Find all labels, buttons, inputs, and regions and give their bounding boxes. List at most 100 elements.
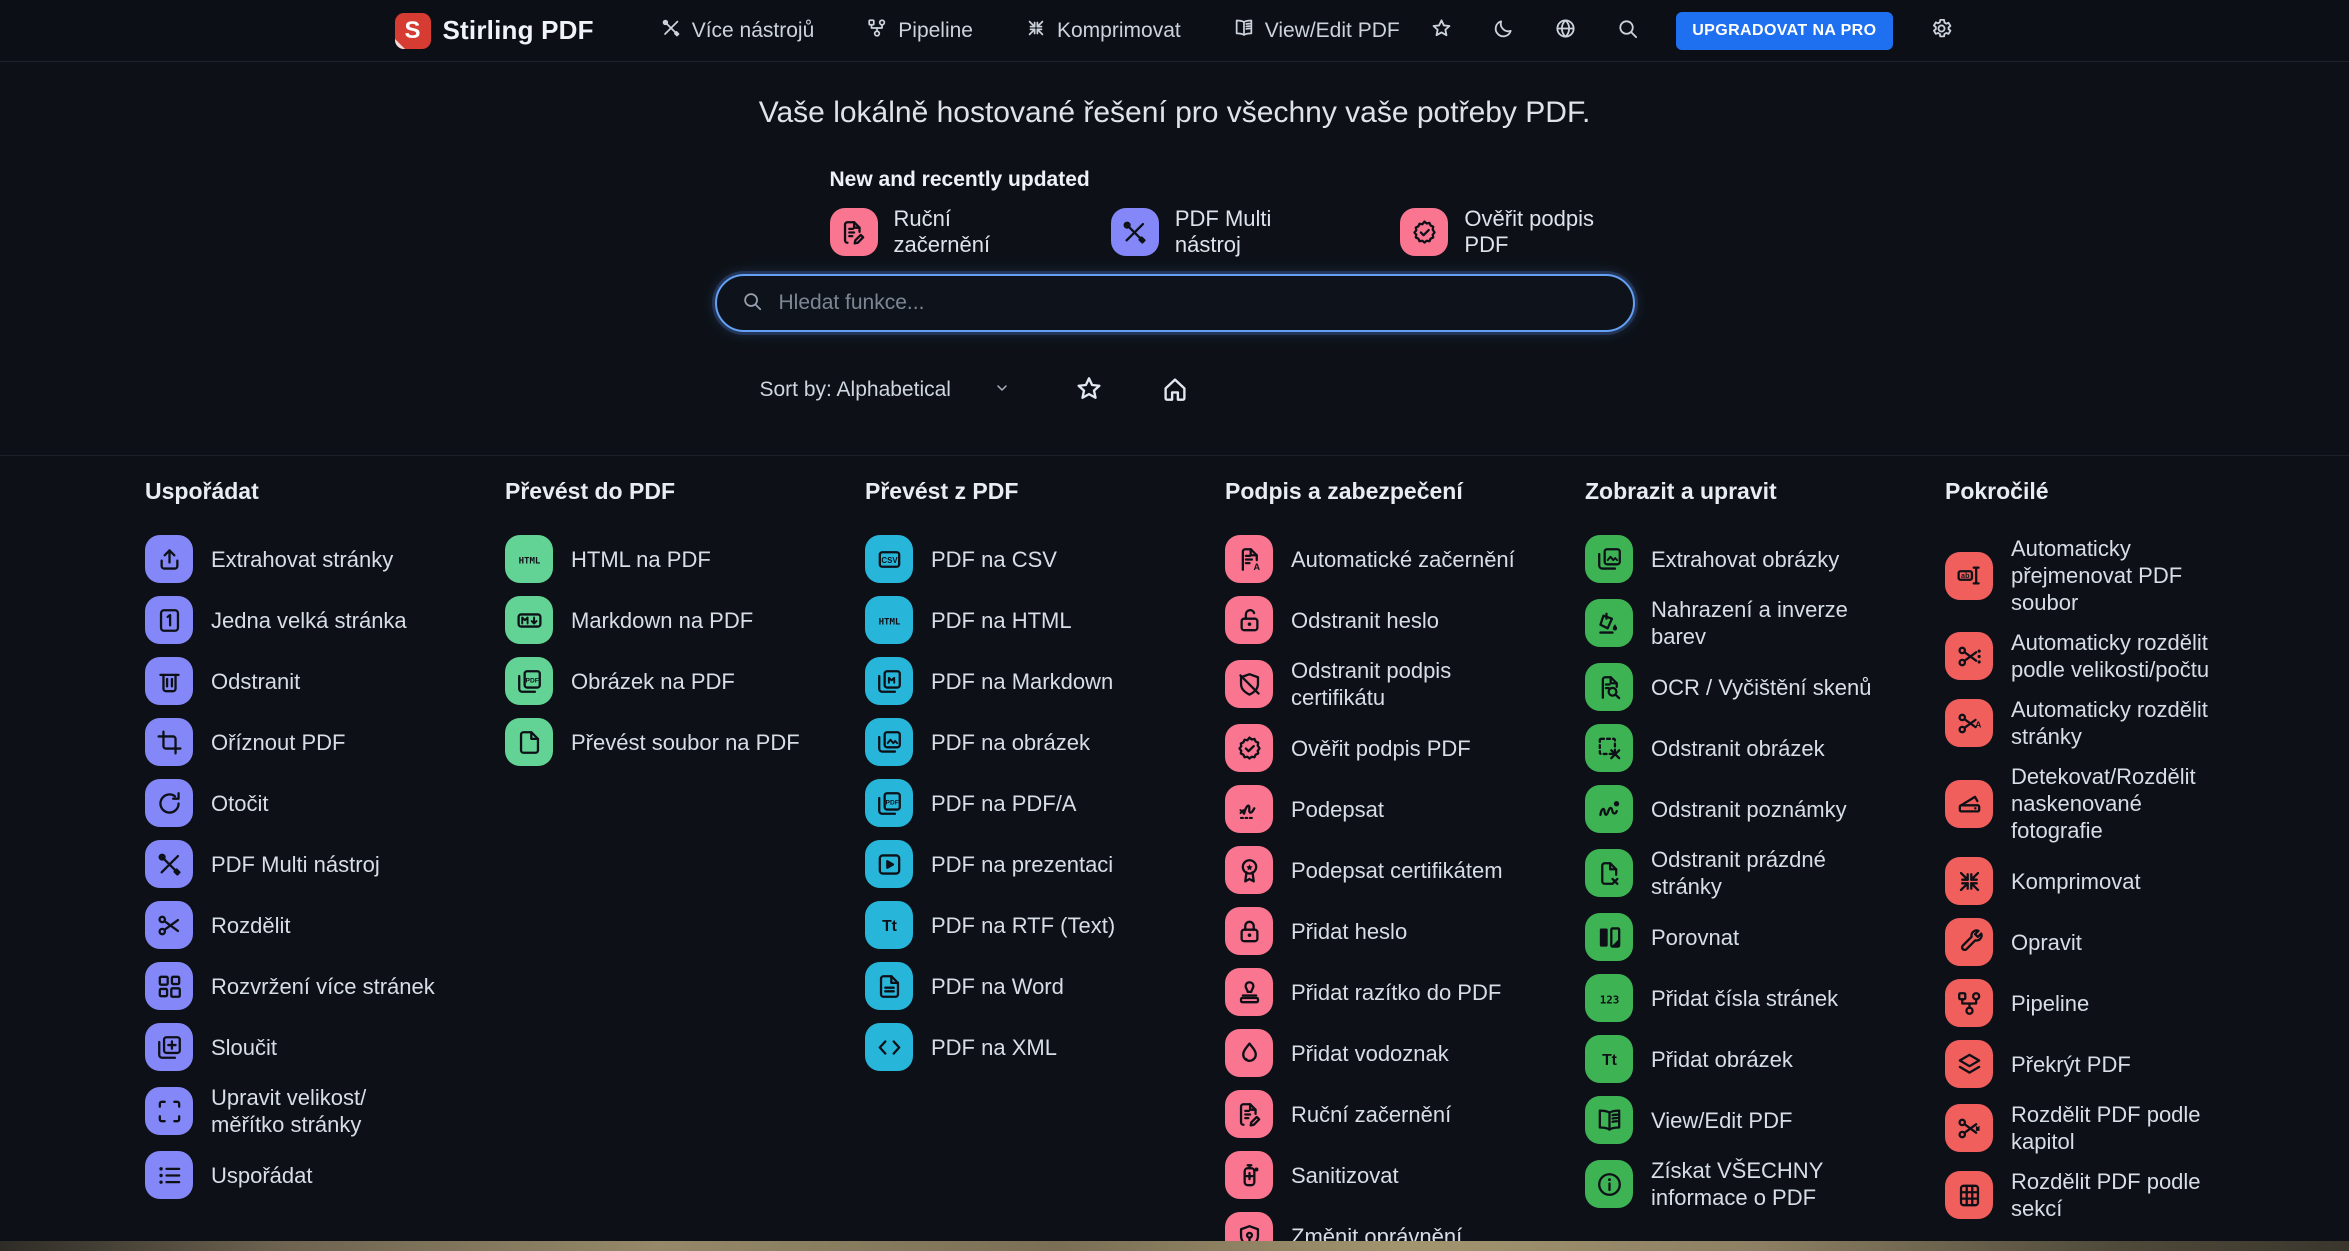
tool-item-odstranit-poznamky[interactable]: Odstranit poznámky — [1585, 785, 1945, 833]
language-button[interactable] — [1552, 18, 1578, 44]
tool-item-automaticky-rozdelit-stranky[interactable]: A Automaticky rozdělit stránky — [1945, 696, 2309, 750]
tool-item-automaticky-rozdelit-podle-velikosti-poctu[interactable]: Automaticky rozdělit podle velikosti/poč… — [1945, 629, 2309, 683]
tool-item-pridat-heslo[interactable]: Přidat heslo — [1225, 907, 1585, 955]
unlock-icon — [1225, 596, 1273, 644]
tool-item-markdown-na-pdf[interactable]: Markdown na PDF — [505, 596, 865, 644]
tool-item-odstranit-obrazek[interactable]: Odstranit obrázek — [1585, 724, 1945, 772]
tool-item-label: HTML na PDF — [571, 546, 711, 572]
tool-item-pipeline[interactable]: Pipeline — [1945, 979, 2309, 1027]
nav-item-komprimovat[interactable]: Komprimovat — [1025, 17, 1181, 45]
tool-item-pridat-razitko-do-pdf[interactable]: Přidat razítko do PDF — [1225, 968, 1585, 1016]
tool-item-sloucit[interactable]: Sloučit — [145, 1023, 505, 1071]
multi-layout-icon — [145, 962, 193, 1010]
extract-pages-icon — [145, 535, 193, 583]
tool-item-pdf-na-word[interactable]: PDF na Word — [865, 962, 1225, 1010]
new-item-overit-podpis-pdf[interactable]: Ověřit podpis PDF — [1400, 206, 1634, 258]
stamp-icon — [1225, 968, 1273, 1016]
tool-item-sanitizovat[interactable]: Sanitizovat — [1225, 1151, 1585, 1199]
tool-item-otocit[interactable]: Otočit — [145, 779, 505, 827]
tool-item-pdf-na-xml[interactable]: PDF na XML — [865, 1023, 1225, 1071]
tool-item-porovnat[interactable]: Porovnat — [1585, 913, 1945, 961]
tool-item-automaticky-prejmenovat-pdf-soubor[interactable]: ab Automaticky přejmenovat PDF soubor — [1945, 535, 2309, 616]
tool-item-pridat-vodoznak[interactable]: Přidat vodoznak — [1225, 1029, 1585, 1077]
tool-item-podepsat-certifikatem[interactable]: Podepsat certifikátem — [1225, 846, 1585, 894]
tool-item-pdf-na-obrazek[interactable]: PDF na obrázek — [865, 718, 1225, 766]
tool-column-usporadat: Uspořádat Extrahovat stránky Jedna velká s… — [145, 478, 505, 1241]
badge-check-icon — [1225, 724, 1273, 772]
tool-item-rozdelit-pdf-podle-kapitol[interactable]: Rozdělit PDF podle kapitol — [1945, 1101, 2309, 1155]
theme-toggle-button[interactable] — [1490, 18, 1516, 44]
moon-icon — [1492, 17, 1515, 45]
tool-item-pdf-na-html[interactable]: HTML PDF na HTML — [865, 596, 1225, 644]
tool-item-overit-podpis-pdf[interactable]: Ověřit podpis PDF — [1225, 724, 1585, 772]
tool-item-ziskat-vsechny-informace-o-pdf[interactable]: Získat VŠECHNY informace o PDF — [1585, 1157, 1945, 1211]
tool-item-oriznout-pdf[interactable]: Oříznout PDF — [145, 718, 505, 766]
tool-item-automaticke-zacerneni[interactable]: A Automatické začernění — [1225, 535, 1585, 583]
settings-button[interactable] — [1929, 18, 1955, 44]
signature-icon — [1225, 785, 1273, 833]
tool-item-komprimovat[interactable]: Komprimovat — [1945, 857, 2309, 905]
tool-item-pdf-na-prezentaci[interactable]: PDF na prezentaci — [865, 840, 1225, 888]
nav-item-vice-nastroju[interactable]: Více nástrojů — [660, 17, 814, 45]
rename-icon: ab — [1945, 551, 1993, 600]
tool-item-odstranit-heslo[interactable]: Odstranit heslo — [1225, 596, 1585, 644]
home-button[interactable] — [1160, 374, 1192, 406]
shield-off-icon — [1225, 660, 1273, 708]
compress-icon — [1945, 857, 1993, 905]
ocr-icon — [1585, 663, 1633, 711]
tool-item-odstranit[interactable]: Odstranit — [145, 657, 505, 705]
tool-item-prekryt-pdf[interactable]: Překrýt PDF — [1945, 1040, 2309, 1088]
search-button[interactable] — [1614, 18, 1640, 44]
tool-item-jedna-velka-stranka[interactable]: Jedna velká stránka — [145, 596, 505, 644]
favorites-button[interactable] — [1428, 18, 1454, 44]
search-input[interactable] — [778, 291, 1609, 315]
tool-item-pdf-na-markdown[interactable]: PDF na Markdown — [865, 657, 1225, 705]
sort-select[interactable]: Sort by: Alphabetical — [760, 378, 1010, 402]
new-updated-items: Ruční začernění PDF Multi nástroj Ověřit p… — [829, 206, 1635, 258]
tool-item-extrahovat-obrazky[interactable]: Extrahovat obrázky — [1585, 535, 1945, 583]
tool-item-html-na-pdf[interactable]: HTML HTML na PDF — [505, 535, 865, 583]
upgrade-pro-button[interactable]: UPGRADOVAT NA PRO — [1676, 11, 1893, 50]
split-dotted-icon — [1945, 632, 1993, 680]
tool-item-rozdelit[interactable]: Rozdělit — [145, 901, 505, 949]
droplet-icon — [1225, 1029, 1273, 1077]
tool-item-label: Podepsat — [1291, 796, 1384, 822]
tool-item-podepsat[interactable]: Podepsat — [1225, 785, 1585, 833]
tool-item-upravit-velikost-meritko-stranky[interactable]: Upravit velikost/ měřítko stránky — [145, 1084, 505, 1138]
new-item-label: Ruční začernění — [893, 206, 991, 257]
single-page-icon — [145, 596, 193, 644]
tool-item-odstranit-podpis-certifikatu[interactable]: Odstranit podpis certifikátu — [1225, 657, 1585, 711]
tool-item-usporadat[interactable]: Uspořádat — [145, 1151, 505, 1199]
tool-item-opravit[interactable]: Opravit — [1945, 918, 2309, 966]
tool-item-view-edit-pdf[interactable]: View/Edit PDF — [1585, 1096, 1945, 1144]
tool-item-odstranit-prazdne-stranky[interactable]: Odstranit prázdné stránky — [1585, 846, 1945, 900]
tool-item-extrahovat-stranky[interactable]: Extrahovat stránky — [145, 535, 505, 583]
tool-item-pdf-na-pdf-a[interactable]: PDF PDF na PDF/A — [865, 779, 1225, 827]
new-item-rucni-zacerneni[interactable]: Ruční začernění — [829, 206, 1045, 258]
tool-item-label: Nahrazení a inverze barev — [1651, 597, 1848, 649]
tool-item-nahrazeni-a-inverze-barev[interactable]: Nahrazení a inverze barev — [1585, 596, 1945, 650]
tool-item-zmenit-opravneni[interactable]: Změnit oprávnění — [1225, 1212, 1585, 1241]
tool-item-ocr-vycisteni-skenu[interactable]: OCR / Vyčištění skenů — [1585, 663, 1945, 711]
tool-item-pdf-multi-nastroj[interactable]: PDF Multi nástroj — [145, 840, 505, 888]
brand-logo[interactable]: S Stirling PDF — [394, 12, 594, 49]
tool-item-rucni-zacerneni[interactable]: Ruční začernění — [1225, 1090, 1585, 1138]
nav-item-pipeline[interactable]: Pipeline — [866, 17, 973, 45]
tool-item-rozvrzeni-vice-stranek[interactable]: Rozvržení více stránek — [145, 962, 505, 1010]
stirling-logo-icon: S — [394, 12, 431, 49]
tool-item-rozdelit-pdf-podle-sekci[interactable]: Rozdělit PDF podle sekcí — [1945, 1168, 2309, 1222]
tool-item-label: Jedna velká stránka — [211, 607, 407, 633]
favorites-filter-button[interactable] — [1074, 374, 1106, 406]
tool-item-pdf-na-csv[interactable]: CSV PDF na CSV — [865, 535, 1225, 583]
tool-item-detekovat-rozdelit-naskenovane-fotografie[interactable]: Detekovat/Rozdělit naskenované fotografi… — [1945, 763, 2309, 844]
tool-item-obrazek-na-pdf[interactable]: PDF Obrázek na PDF — [505, 657, 865, 705]
tool-item-label: Uspořádat — [211, 1162, 313, 1188]
nav-item-view-edit-pdf[interactable]: View/Edit PDF — [1233, 17, 1400, 45]
tool-item-prevest-soubor-na-pdf[interactable]: Převést soubor na PDF — [505, 718, 865, 766]
tool-column-prevest-z-pdf: Převést z PDF CSV PDF na CSV HTML PDF na HTM… — [865, 478, 1225, 1241]
tool-item-pridat-obrazek[interactable]: Tt Přidat obrázek — [1585, 1035, 1945, 1083]
new-item-pdf-multi-nastroj[interactable]: PDF Multi nástroj — [1110, 206, 1335, 258]
tool-item-pridat-cisla-stranek[interactable]: 123 Přidat čísla stránek — [1585, 974, 1945, 1022]
tool-item-pdf-na-rtf-text[interactable]: Tt PDF na RTF (Text) — [865, 901, 1225, 949]
tool-item-label: Rozdělit PDF podle sekcí — [2011, 1169, 2201, 1221]
